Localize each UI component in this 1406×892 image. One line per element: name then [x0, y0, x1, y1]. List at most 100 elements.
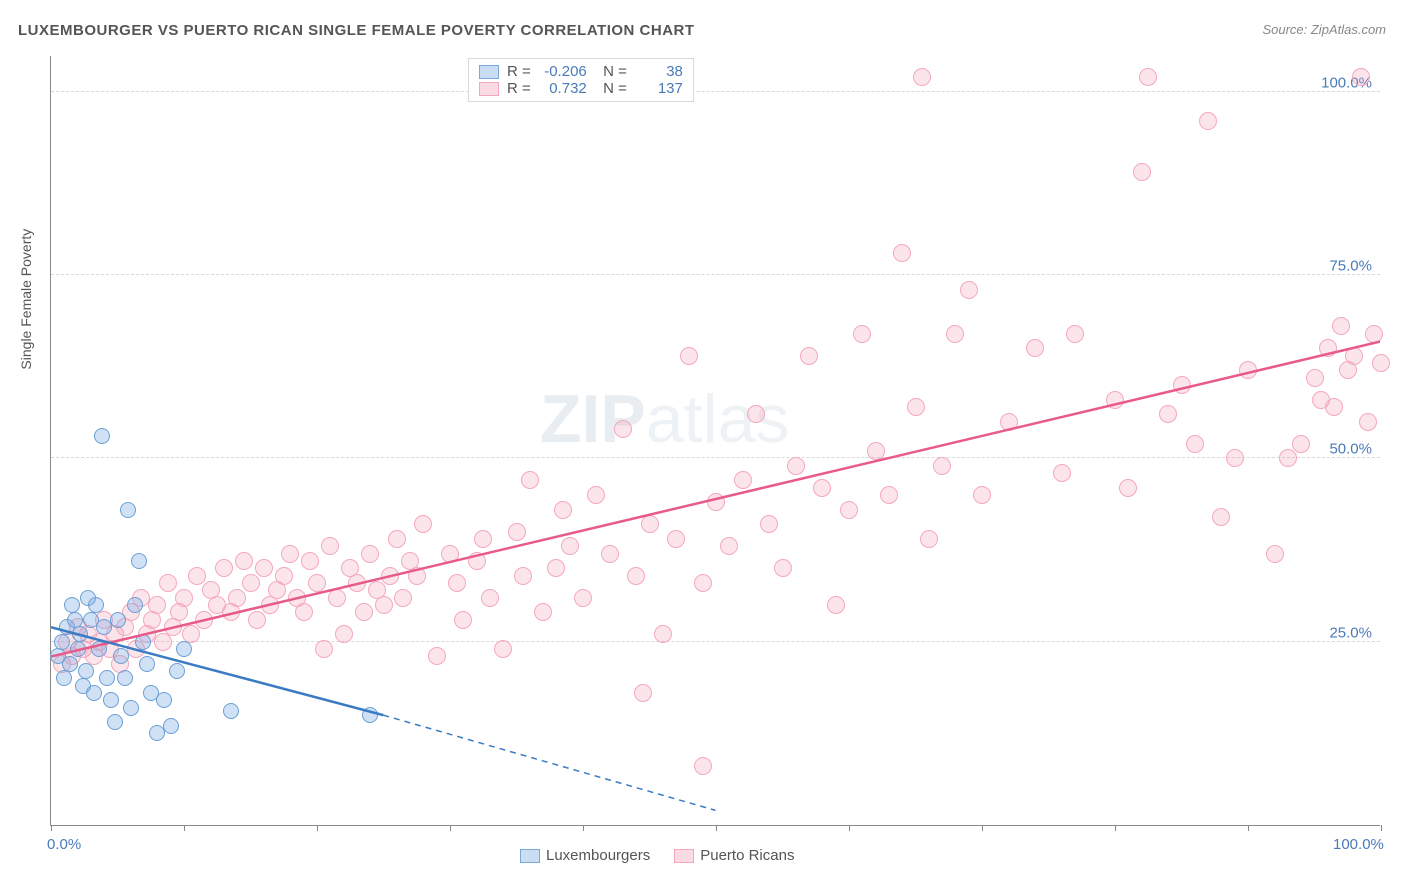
data-point-puerto-rican — [641, 515, 659, 533]
data-point-puerto-rican — [880, 486, 898, 504]
data-point-puerto-rican — [281, 545, 299, 563]
data-point-puerto-rican — [680, 347, 698, 365]
data-point-puerto-rican — [1306, 369, 1324, 387]
x-tick-mark — [1248, 825, 1249, 831]
data-point-puerto-rican — [394, 589, 412, 607]
data-point-puerto-rican — [468, 552, 486, 570]
data-point-luxembourger — [169, 663, 185, 679]
y-tick-label: 75.0% — [1329, 258, 1372, 275]
data-point-luxembourger — [103, 692, 119, 708]
series-legend: Luxembourgers Puerto Ricans — [520, 847, 794, 864]
legend-item-pink: Puerto Ricans — [674, 847, 794, 864]
data-point-luxembourger — [223, 703, 239, 719]
legend-item-blue: Luxembourgers — [520, 847, 650, 864]
data-point-puerto-rican — [348, 574, 366, 592]
data-point-luxembourger — [131, 553, 147, 569]
data-point-puerto-rican — [867, 442, 885, 460]
data-point-puerto-rican — [494, 640, 512, 658]
data-point-luxembourger — [163, 718, 179, 734]
data-point-puerto-rican — [328, 589, 346, 607]
data-point-puerto-rican — [840, 501, 858, 519]
data-point-puerto-rican — [813, 479, 831, 497]
data-point-puerto-rican — [514, 567, 532, 585]
x-tick-label: 0.0% — [47, 836, 81, 853]
data-point-puerto-rican — [228, 589, 246, 607]
data-point-puerto-rican — [554, 501, 572, 519]
data-point-luxembourger — [94, 428, 110, 444]
data-point-puerto-rican — [694, 574, 712, 592]
data-point-luxembourger — [62, 656, 78, 672]
data-point-puerto-rican — [627, 567, 645, 585]
data-point-puerto-rican — [188, 567, 206, 585]
data-point-puerto-rican — [1159, 405, 1177, 423]
data-point-puerto-rican — [913, 68, 931, 86]
data-point-puerto-rican — [308, 574, 326, 592]
x-tick-mark — [51, 825, 52, 831]
data-point-puerto-rican — [388, 530, 406, 548]
data-point-puerto-rican — [1053, 464, 1071, 482]
data-point-puerto-rican — [534, 603, 552, 621]
data-point-luxembourger — [88, 597, 104, 613]
x-tick-mark — [716, 825, 717, 831]
x-tick-mark — [583, 825, 584, 831]
data-point-puerto-rican — [1212, 508, 1230, 526]
data-point-puerto-rican — [973, 486, 991, 504]
data-point-luxembourger — [362, 707, 378, 723]
swatch-blue — [520, 849, 540, 863]
data-point-puerto-rican — [734, 471, 752, 489]
data-point-puerto-rican — [561, 537, 579, 555]
data-point-luxembourger — [139, 656, 155, 672]
data-point-puerto-rican — [614, 420, 632, 438]
data-point-puerto-rican — [428, 647, 446, 665]
data-point-puerto-rican — [1133, 163, 1151, 181]
data-point-luxembourger — [56, 670, 72, 686]
data-point-puerto-rican — [1279, 449, 1297, 467]
data-point-puerto-rican — [1026, 339, 1044, 357]
trend-line-blue-dashed — [383, 715, 715, 810]
data-point-luxembourger — [99, 670, 115, 686]
data-point-puerto-rican — [414, 515, 432, 533]
data-point-puerto-rican — [448, 574, 466, 592]
y-tick-label: 25.0% — [1329, 624, 1372, 641]
data-point-puerto-rican — [481, 589, 499, 607]
x-tick-mark — [849, 825, 850, 831]
data-point-puerto-rican — [907, 398, 925, 416]
correlation-legend: R =-0.206 N =38 R =0.732 N =137 — [468, 58, 694, 102]
data-point-puerto-rican — [933, 457, 951, 475]
data-point-puerto-rican — [1365, 325, 1383, 343]
data-point-luxembourger — [91, 641, 107, 657]
data-point-luxembourger — [54, 634, 70, 650]
gridline — [51, 641, 1380, 642]
data-point-puerto-rican — [694, 757, 712, 775]
gridline — [51, 274, 1380, 275]
data-point-puerto-rican — [441, 545, 459, 563]
data-point-luxembourger — [156, 692, 172, 708]
data-point-puerto-rican — [893, 244, 911, 262]
data-point-puerto-rican — [946, 325, 964, 343]
data-point-puerto-rican — [1292, 435, 1310, 453]
data-point-puerto-rican — [521, 471, 539, 489]
chart-plot-area: 25.0%50.0%75.0%100.0%0.0%100.0% — [50, 56, 1380, 826]
data-point-puerto-rican — [195, 611, 213, 629]
data-point-luxembourger — [120, 502, 136, 518]
data-point-luxembourger — [127, 597, 143, 613]
data-point-puerto-rican — [1352, 68, 1370, 86]
data-point-puerto-rican — [634, 684, 652, 702]
data-point-puerto-rican — [1325, 398, 1343, 416]
gridline — [51, 457, 1380, 458]
data-point-puerto-rican — [1359, 413, 1377, 431]
data-point-puerto-rican — [1173, 376, 1191, 394]
data-point-puerto-rican — [920, 530, 938, 548]
data-point-puerto-rican — [255, 559, 273, 577]
data-point-luxembourger — [117, 670, 133, 686]
data-point-puerto-rican — [301, 552, 319, 570]
data-point-puerto-rican — [321, 537, 339, 555]
data-point-luxembourger — [67, 612, 83, 628]
y-tick-label: 50.0% — [1329, 441, 1372, 458]
data-point-puerto-rican — [1226, 449, 1244, 467]
data-point-puerto-rican — [587, 486, 605, 504]
gridline — [51, 91, 1380, 92]
data-point-puerto-rican — [747, 405, 765, 423]
data-point-puerto-rican — [1372, 354, 1390, 372]
data-point-puerto-rican — [355, 603, 373, 621]
